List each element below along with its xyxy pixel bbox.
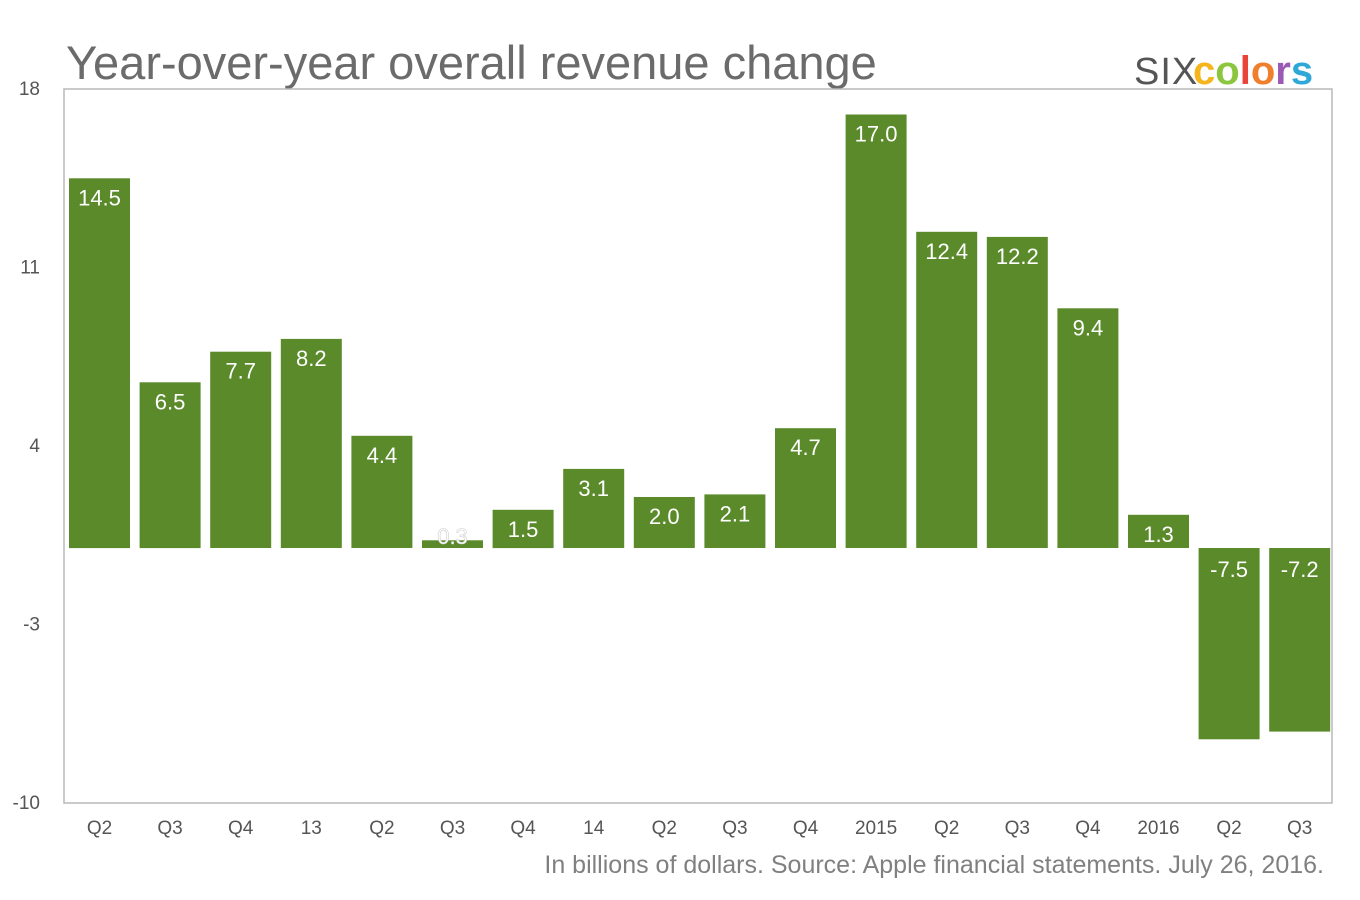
x-tick-label: Q3 <box>1005 818 1030 839</box>
x-tick-label: Q3 <box>722 818 747 839</box>
bar-data-label: 9.4 <box>1073 315 1104 340</box>
bar-data-label: 12.2 <box>996 244 1039 269</box>
bar-data-label: 4.7 <box>790 435 821 460</box>
bar <box>139 382 201 549</box>
x-tick-label: Q4 <box>228 818 254 839</box>
bar <box>280 338 342 548</box>
chart-footnote: In billions of dollars. Source: Apple fi… <box>544 851 1324 879</box>
logo-text-colors: colors <box>1193 49 1313 93</box>
bar <box>1128 514 1189 548</box>
bar <box>986 236 1048 548</box>
y-axis: 18 11 4 -3 -10 <box>13 79 41 814</box>
x-axis: Q2 Q3 Q4 13 Q2 Q3 Q4 14 Q2 Q3 Q4 2015 Q2 Q3 Q4 2016 Q2 Q3 <box>87 818 1313 839</box>
bar <box>845 114 907 548</box>
bar <box>422 540 483 548</box>
bar-data-label: 12.4 <box>925 239 968 264</box>
plot-area-frame <box>63 88 1333 804</box>
y-tick-label: -10 <box>13 793 40 814</box>
bar-data-label: -7.2 <box>1281 557 1319 582</box>
bar-data-label: 1.5 <box>508 517 539 542</box>
bar <box>633 497 695 548</box>
bar-data-label: 6.5 <box>155 389 186 414</box>
bar-data-label: 3.1 <box>578 476 609 501</box>
bar <box>210 351 272 548</box>
x-tick-label: Q2 <box>652 818 677 839</box>
chart-title: Year-over-year overall revenue change <box>66 36 877 89</box>
bar-data-label: -7.5 <box>1210 557 1248 582</box>
bar-data-label: 7.7 <box>225 359 256 384</box>
logo-text-six: SIX <box>1134 51 1198 93</box>
x-tick-label: Q4 <box>1075 818 1101 839</box>
bar-data-label: 14.5 <box>78 185 121 210</box>
bar <box>563 468 625 548</box>
x-tick-label: Q2 <box>87 818 112 839</box>
bar <box>492 509 554 549</box>
bar-data-label: 4.4 <box>367 443 398 468</box>
bar <box>69 178 130 549</box>
x-tick-label: Q2 <box>1216 818 1241 839</box>
bar-data-label: 17.0 <box>855 122 898 147</box>
y-tick-label: -3 <box>23 615 40 636</box>
x-tick-label: 14 <box>583 818 605 839</box>
x-tick-label: 13 <box>301 818 322 839</box>
bar-data-label: 0.3 <box>437 524 468 549</box>
x-tick-label: Q3 <box>1287 818 1312 839</box>
bar <box>916 231 978 549</box>
bar-data-label: 2.1 <box>720 502 751 527</box>
x-tick-label: Q3 <box>157 818 182 839</box>
bar <box>1269 548 1331 732</box>
y-tick-label: 4 <box>29 436 40 457</box>
x-tick-label: Q2 <box>369 818 394 839</box>
x-tick-label: Q4 <box>510 818 536 839</box>
bar-data-label: 1.3 <box>1143 522 1174 547</box>
bar-data-label: 2.0 <box>649 504 680 529</box>
bar <box>704 494 766 548</box>
x-tick-label: Q2 <box>934 818 959 839</box>
bars-group: 14.5 6.5 7.7 8.2 4.4 0.3 1.5 3.1 2.0 2.1 4.7 17.0 12… <box>69 114 1331 740</box>
bar-data-label: 8.2 <box>296 346 327 371</box>
bar <box>351 435 413 548</box>
bar <box>775 428 836 548</box>
x-tick-label: 2016 <box>1137 818 1179 839</box>
bar <box>1198 548 1260 740</box>
x-tick-label: 2015 <box>855 818 897 839</box>
bar <box>1057 308 1119 548</box>
sixcolors-logo: SIX colors <box>1134 49 1313 93</box>
y-tick-label: 18 <box>19 79 40 100</box>
y-tick-label: 11 <box>20 258 40 279</box>
x-tick-label: Q4 <box>793 818 819 839</box>
x-tick-label: Q3 <box>440 818 465 839</box>
